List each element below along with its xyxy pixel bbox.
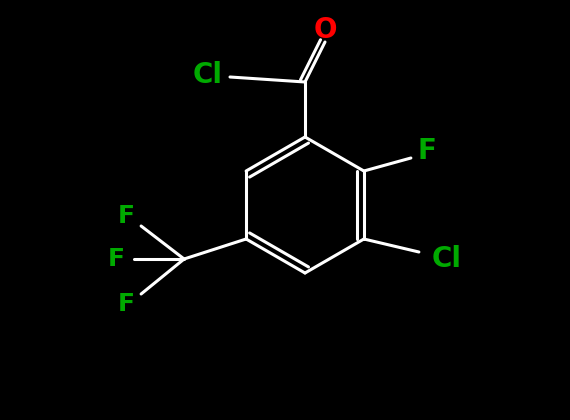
Text: F: F [417,137,436,165]
Text: O: O [314,16,337,44]
Text: Cl: Cl [193,61,223,89]
Text: Cl: Cl [432,245,462,273]
Text: F: F [117,292,135,316]
Text: F: F [108,247,125,271]
Text: F: F [117,204,135,228]
